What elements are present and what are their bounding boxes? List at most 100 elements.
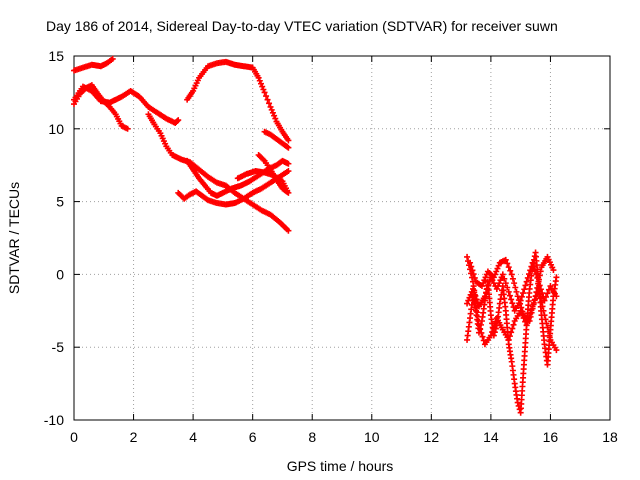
- data-point: [466, 294, 473, 301]
- data-point: [526, 271, 533, 278]
- data-point: [481, 277, 488, 284]
- data-point: [470, 271, 477, 278]
- series-track-e: [175, 168, 292, 208]
- data-point: [258, 80, 265, 87]
- data-point: [535, 276, 542, 283]
- data-point: [530, 263, 537, 270]
- data-point: [493, 268, 500, 275]
- data-point: [529, 305, 536, 312]
- data-point: [490, 325, 497, 332]
- data-point: [285, 144, 292, 151]
- data-point: [536, 290, 543, 297]
- series-track-l: [464, 253, 560, 354]
- data-point: [527, 313, 534, 320]
- data-point: [531, 267, 538, 274]
- data-point: [492, 271, 499, 278]
- series-track-m: [467, 253, 557, 324]
- data-point: [285, 227, 292, 234]
- data-point: [519, 308, 526, 315]
- data-point: [532, 293, 539, 300]
- axis-ticks: [73, 55, 611, 421]
- series-track-g: [234, 152, 292, 196]
- y-tick-label: 10: [48, 121, 64, 137]
- data-point: [510, 321, 517, 328]
- x-tick-label: 12: [424, 429, 440, 445]
- data-point: [496, 280, 503, 287]
- data-point: [513, 288, 520, 295]
- data-point: [495, 283, 502, 290]
- y-tick-labels: -10 -5 0 5 10 15: [44, 48, 64, 428]
- data-point: [259, 83, 266, 90]
- data-point: [507, 267, 514, 274]
- plot-frame: [73, 55, 611, 421]
- data-point: [514, 399, 521, 406]
- data-point: [124, 125, 131, 132]
- data-point: [493, 285, 500, 292]
- y-tick-label: 5: [56, 194, 64, 210]
- series-track-a: [71, 55, 116, 74]
- data-points: [71, 55, 560, 416]
- y-tick-label: -10: [44, 412, 64, 428]
- data-point: [284, 143, 291, 150]
- y-tick-label: 15: [48, 48, 64, 64]
- data-point: [515, 297, 522, 304]
- series-track-h: [184, 58, 292, 144]
- data-point: [505, 288, 512, 295]
- grid-lines: [74, 56, 610, 420]
- data-point: [506, 292, 513, 299]
- data-point: [553, 293, 560, 300]
- data-point: [501, 275, 508, 282]
- data-point: [505, 336, 512, 343]
- data-point: [505, 264, 512, 271]
- y-tick-label: 0: [56, 266, 64, 282]
- data-point: [260, 86, 267, 93]
- data-point: [499, 271, 506, 278]
- x-tick-label: 8: [308, 429, 316, 445]
- data-point: [267, 103, 274, 110]
- data-point: [480, 280, 487, 287]
- data-point: [542, 293, 549, 300]
- data-point: [509, 275, 516, 282]
- data-point: [509, 325, 516, 332]
- data-point: [477, 326, 484, 333]
- data-point: [495, 262, 502, 269]
- data-point: [509, 300, 516, 307]
- data-point: [263, 93, 270, 100]
- data-point: [533, 271, 540, 278]
- data-point: [539, 303, 546, 310]
- data-point: [545, 286, 552, 293]
- data-point: [268, 106, 275, 113]
- x-tick-label: 6: [249, 429, 257, 445]
- x-tick-labels: 0 2 4 6 8 10 12 14 16 18: [70, 429, 618, 445]
- data-point: [272, 115, 279, 122]
- data-point: [540, 307, 547, 314]
- data-point: [255, 152, 262, 159]
- x-tick-label: 4: [189, 429, 197, 445]
- data-point: [266, 100, 273, 107]
- data-point: [526, 317, 533, 324]
- data-point: [524, 274, 531, 281]
- series-track-i: [261, 128, 292, 151]
- data-point: [482, 274, 489, 281]
- data-point: [537, 268, 544, 275]
- data-point: [485, 281, 492, 288]
- data-point: [517, 300, 524, 307]
- data-point: [285, 160, 292, 167]
- data-point: [469, 267, 476, 274]
- data-point: [502, 280, 509, 287]
- data-point: [512, 284, 519, 291]
- data-point: [508, 296, 515, 303]
- data-point: [483, 289, 490, 296]
- data-point: [521, 286, 528, 293]
- data-point: [478, 329, 485, 336]
- data-point: [518, 304, 525, 311]
- series-track-c: [71, 82, 131, 132]
- data-point: [550, 267, 557, 274]
- x-tick-label: 10: [364, 429, 380, 445]
- data-point: [546, 332, 553, 339]
- data-point: [508, 329, 515, 336]
- data-point: [502, 256, 509, 263]
- x-axis-label: GPS time / hours: [287, 458, 394, 474]
